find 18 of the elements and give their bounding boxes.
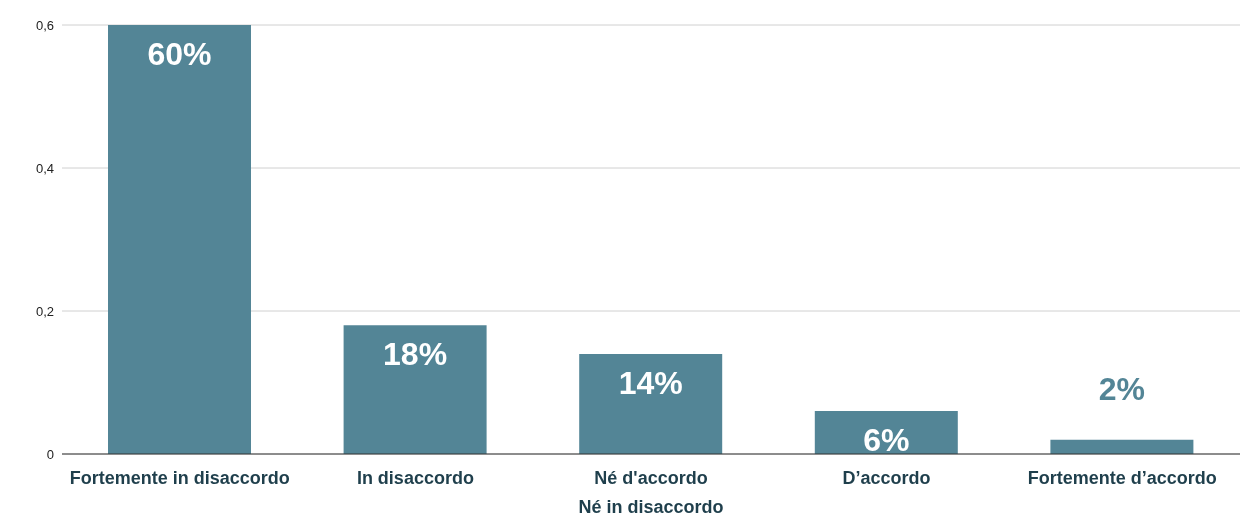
data-label: 14% (618, 364, 683, 401)
bar (1050, 439, 1194, 454)
x-tick-label: D’accordo (842, 468, 931, 488)
x-tick-label: Né d'accordo Né in disaccordo (578, 468, 724, 517)
data-label: 18% (383, 336, 448, 373)
bar (579, 353, 723, 454)
data-label: 6% (863, 422, 910, 459)
data-label: 2% (1098, 370, 1146, 407)
x-tick-label: In disaccordo (356, 468, 474, 488)
x-tick-label: Fortemente d’accordo (1027, 468, 1217, 488)
y-tick-label: 0,6 (35, 17, 54, 33)
y-tick-label: 0,4 (35, 160, 54, 176)
x-tick-label: Fortemente in disaccordo (69, 468, 290, 488)
data-label: 60% (147, 36, 212, 72)
y-tick-label: 0 (46, 446, 54, 462)
bar (343, 325, 487, 454)
y-tick-label: 0,2 (35, 303, 54, 319)
bar (108, 25, 251, 454)
